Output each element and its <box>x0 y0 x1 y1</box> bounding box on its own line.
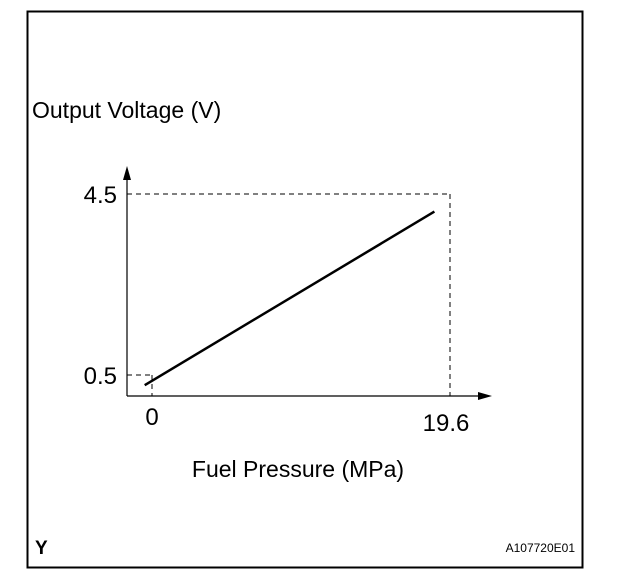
x-tick-label-19.6: 19.6 <box>423 410 470 437</box>
y-tick-label-0.5: 0.5 <box>84 363 117 390</box>
series-line <box>144 210 436 387</box>
corner-mark: Y <box>35 538 48 559</box>
figure-code: A107720E01 <box>506 541 576 555</box>
figure-border <box>26 10 584 569</box>
y-axis-label: Output Voltage (V) <box>32 97 221 123</box>
y-tick-label-4.5: 4.5 <box>84 182 117 209</box>
x-axis-arrowhead <box>478 392 492 400</box>
x-tick-label-0: 0 <box>145 404 158 431</box>
x-axis-label: Fuel Pressure (MPa) <box>192 456 404 482</box>
y-axis-arrowhead <box>123 166 131 180</box>
